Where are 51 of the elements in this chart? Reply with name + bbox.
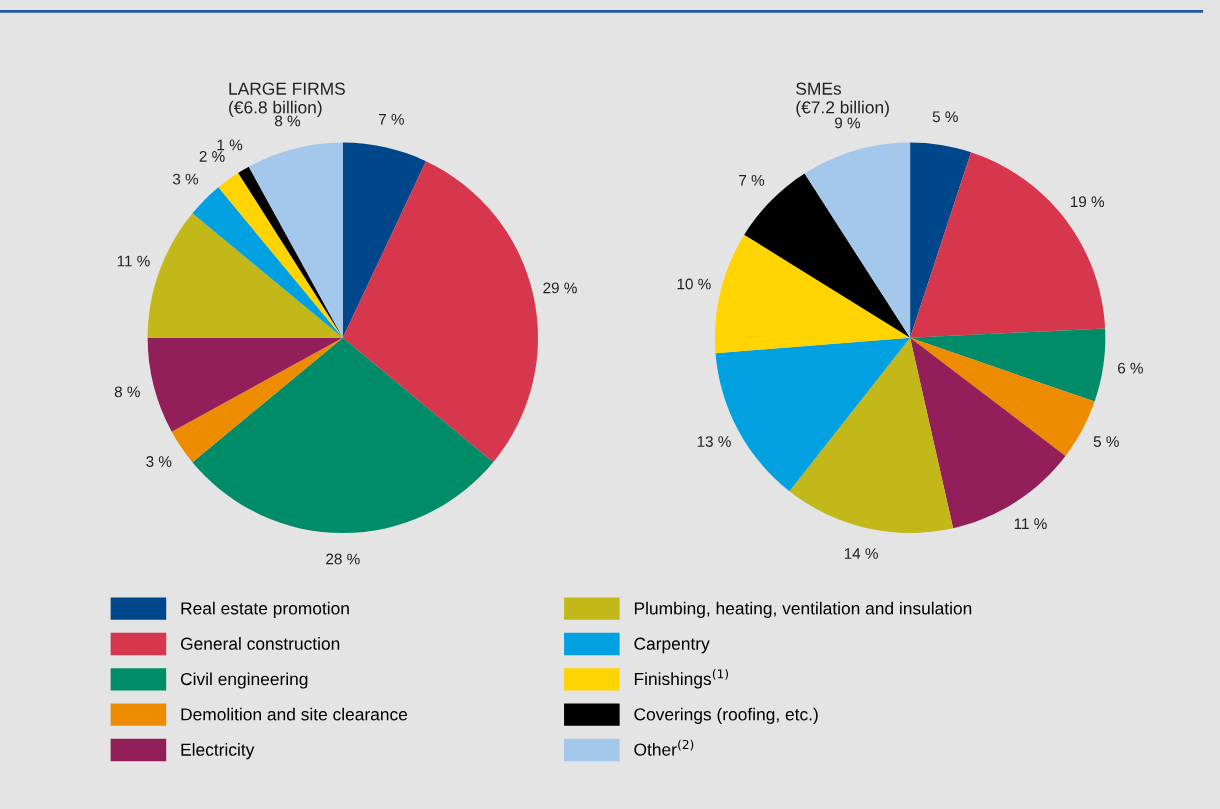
pie-slice [192,187,343,338]
data-label: 10 % [677,278,711,290]
pie-slice [192,337,494,533]
legend-label: Coverings (roofing, etc.) [634,707,818,724]
data-label: 8 % [274,115,301,127]
legend-label: Real estate promotion [181,601,349,618]
pie-slice [910,142,972,338]
pie-slice [342,142,426,338]
data-label: 5 % [932,111,958,123]
data-label: 7 % [739,175,765,186]
pie-slice [804,142,911,338]
pie-slice [238,166,343,338]
data-label: 8 % [114,386,140,398]
pie-slice [715,337,911,492]
legend-label: General construction [180,637,340,650]
legend-label: Finishings$^{(1)}$ [634,669,729,689]
data-label: 3 % [172,173,199,185]
legend-label: Demolition and site clearance [181,707,408,721]
data-label: 19 % [1070,196,1105,208]
data-label: 1 % [217,139,243,151]
pie-slice [147,337,343,432]
data-label: 5 % [1093,436,1119,447]
pie-slice [248,142,343,338]
pie-slice [789,337,954,533]
legend-label: Other$^{(2)}$ [634,739,694,756]
chart-title: SMEs (€7.2 billion) [796,82,889,117]
legend-label: Civil engineering [180,672,308,689]
pie-slice [342,161,539,463]
chart-title: LARGE FIRMS (€6.8 billion) [229,82,345,117]
data-label: 7 % [378,113,404,125]
pie-slice [910,328,1106,402]
data-label: 2 % [199,151,225,162]
data-label: 14 % [844,548,878,559]
pie-slice [910,337,1066,529]
data-label: 29 % [543,282,577,294]
data-label: 11 % [1014,518,1047,529]
legend-label: Carpentry [634,637,710,654]
data-label: 3 % [146,456,172,467]
pie-slice [714,234,911,354]
data-label: 13 % [697,436,731,447]
pie-slice [171,337,343,463]
data-label: 28 % [326,553,360,565]
legend-label: Plumbing, heating, ventilation and insulation [634,601,972,618]
data-label: 9 % [834,117,861,129]
pie-slice [744,173,911,338]
pie-slice [910,337,1095,456]
pie-slice [910,152,1106,338]
legend-label: Electricity [181,743,255,760]
pie-slice [218,172,343,338]
data-label: 6 % [1118,362,1143,374]
data-label: 11 % [117,255,150,267]
